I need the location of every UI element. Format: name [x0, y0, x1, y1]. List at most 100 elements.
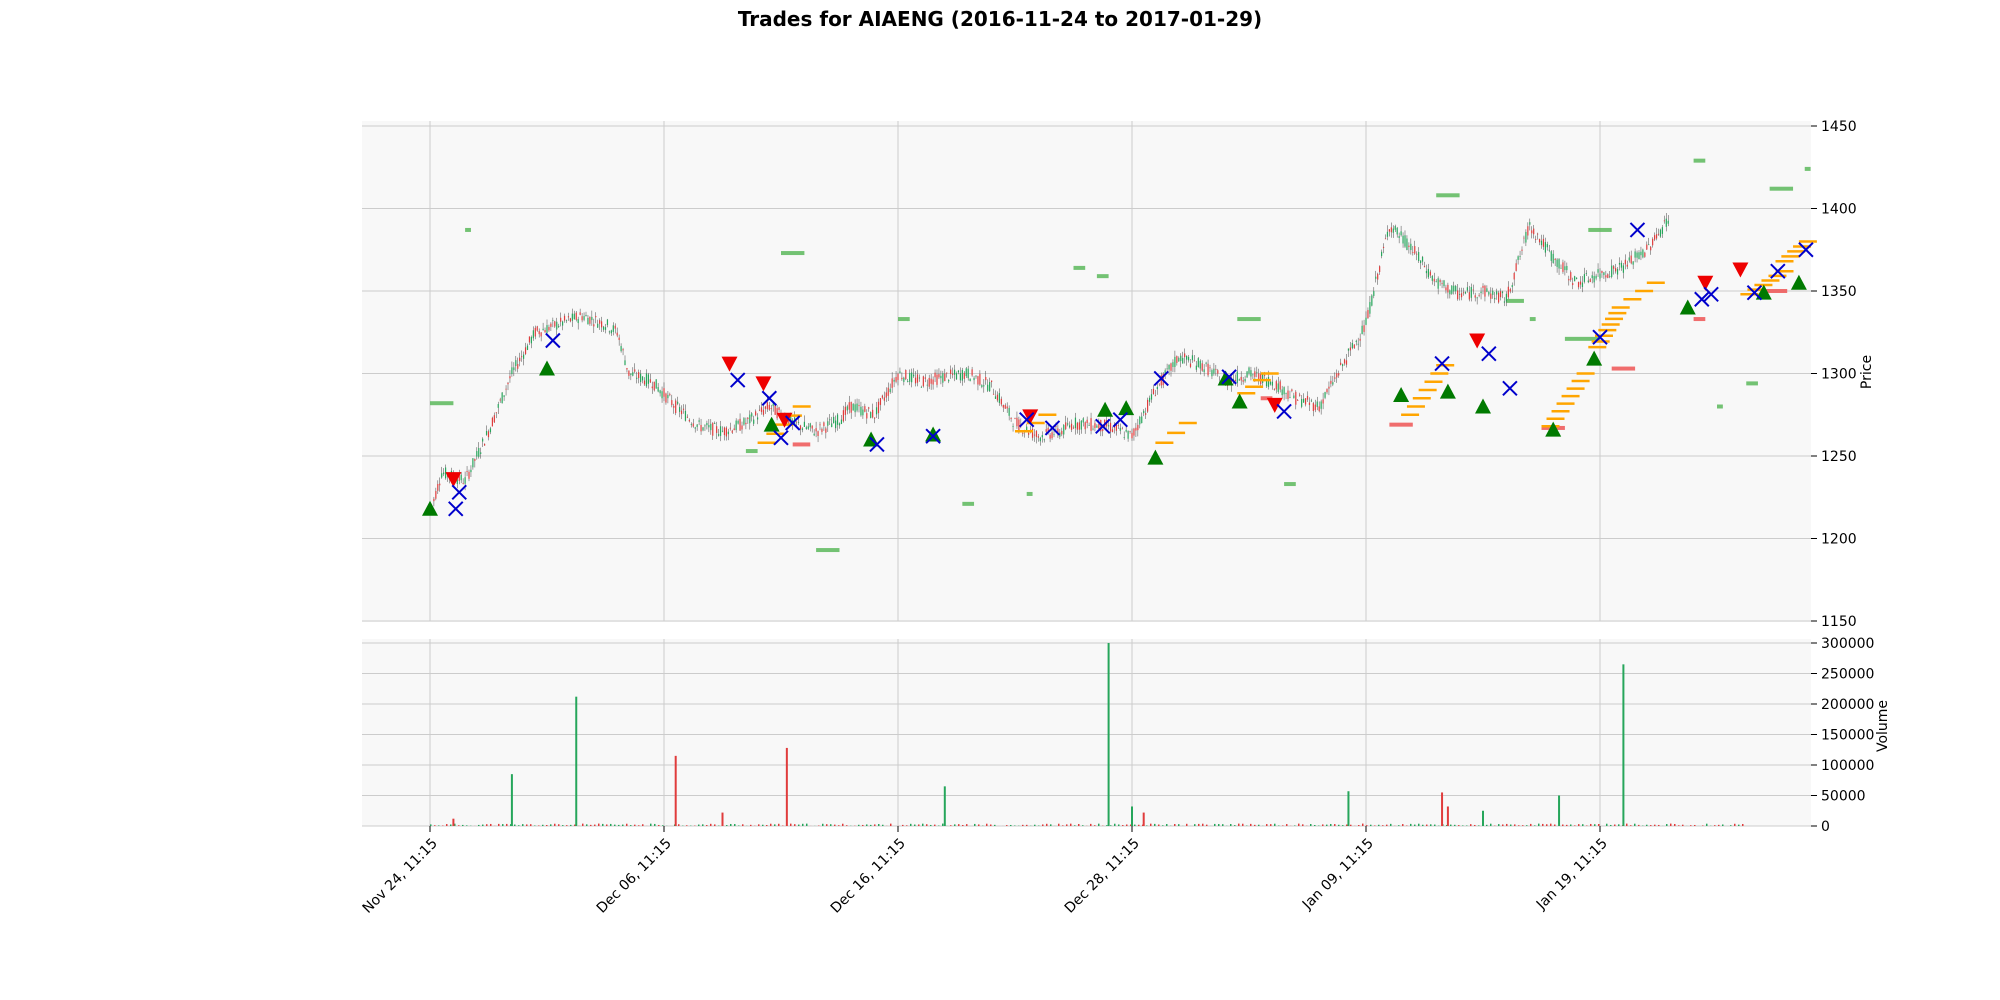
volume-bar: [1218, 824, 1220, 826]
volume-bar: [590, 824, 592, 826]
volume-tick-label: 200000: [1821, 697, 1874, 713]
candle-body: [1094, 423, 1096, 428]
volume-bar: [518, 825, 520, 826]
candle-body: [1589, 279, 1591, 283]
volume-bar: [1230, 824, 1232, 826]
profit-zone: [1237, 317, 1261, 322]
candle-body: [797, 422, 800, 423]
candle-body: [517, 363, 519, 369]
candle-body: [1661, 227, 1663, 234]
buy-marker-icon: [1393, 386, 1410, 402]
candle-body: [721, 430, 724, 432]
candle-body: [1267, 376, 1270, 387]
candle-body: [1328, 386, 1330, 389]
candle-body: [1258, 373, 1260, 380]
volume-bar: [974, 823, 976, 826]
volume-bar: [1650, 825, 1652, 826]
profit-zone: [1096, 274, 1109, 279]
exit-marker-icon: [784, 415, 801, 431]
volume-bar: [1502, 824, 1504, 826]
exit-marker-icon: [925, 428, 941, 444]
candle-body: [1601, 271, 1603, 273]
volume-bar: [1646, 824, 1648, 826]
candle-body: [1338, 373, 1340, 376]
candle-body: [577, 319, 579, 324]
candle-body: [505, 388, 507, 390]
volume-spike-bar: [943, 786, 946, 826]
volume-bar: [1058, 823, 1060, 826]
volume-spike-bar: [721, 812, 724, 826]
candle-body: [926, 384, 928, 386]
candle-body: [523, 354, 525, 359]
volume-bar: [1294, 825, 1296, 826]
candle-body: [1240, 376, 1242, 381]
volume-tick-label: 150000: [1821, 728, 1874, 744]
candle-body: [891, 378, 893, 388]
price-tick-label: 1250: [1821, 449, 1857, 465]
candle-body: [757, 417, 759, 420]
candle-body: [1345, 360, 1348, 365]
candle-body: [788, 418, 790, 425]
candle-body: [548, 326, 550, 331]
volume-bar: [490, 823, 492, 826]
buy-marker-icon: [1545, 421, 1562, 437]
candle-body: [1349, 347, 1351, 351]
volume-bar: [1430, 824, 1432, 826]
candle-body: [971, 369, 973, 376]
candle-body: [916, 374, 919, 383]
date-tick-label: Dec 16, 11:15: [828, 836, 909, 917]
candle-body: [1519, 256, 1521, 257]
buy-marker-icon: [1586, 350, 1603, 366]
volume-bar: [1278, 825, 1280, 826]
volume-bar: [1434, 824, 1436, 826]
candle-body: [770, 408, 772, 410]
volume-bar: [834, 824, 836, 826]
candle-body: [665, 393, 667, 403]
candle-body: [1564, 266, 1566, 271]
candle-body: [1004, 405, 1006, 409]
volume-bar: [710, 823, 712, 826]
volume-bars-layer: [430, 643, 1744, 826]
candle-body: [565, 320, 568, 322]
volume-bar: [730, 823, 732, 826]
candle-body: [1441, 283, 1443, 285]
volume-bar: [1454, 824, 1456, 826]
exit-marker-icon: [1703, 286, 1719, 303]
volume-bar: [514, 824, 516, 826]
volume-bar: [914, 824, 916, 826]
profit-zone: [962, 501, 975, 506]
candle-body: [1593, 276, 1595, 283]
volume-bar: [870, 824, 872, 826]
candle-body: [679, 407, 681, 412]
trade-zones-layer: [430, 158, 1811, 553]
exit-marker-icon: [451, 484, 467, 501]
chart-title: Trades for AIAENG (2016-11-24 to 2017-01…: [738, 7, 1262, 31]
volume-bar: [1338, 824, 1340, 826]
volume-bar: [1074, 825, 1076, 826]
volume-bar: [1378, 824, 1380, 826]
volume-bar: [634, 824, 636, 826]
candle-body: [1014, 418, 1016, 420]
candle-body: [1468, 292, 1470, 300]
candle-body: [751, 413, 753, 417]
candle-body: [1168, 364, 1170, 370]
exit-marker-icon: [1592, 329, 1608, 345]
volume-bar: [1050, 824, 1052, 826]
candle-body: [981, 385, 983, 388]
exit-marker-icon: [448, 501, 464, 517]
candle-body: [989, 382, 991, 392]
volume-bar: [918, 824, 920, 826]
candle-body: [1570, 272, 1572, 280]
volume-bar: [1626, 823, 1628, 826]
candle-body: [1330, 380, 1332, 384]
exit-marker-icon: [1694, 291, 1710, 307]
buy-marker-icon: [925, 426, 942, 442]
candle-body: [1037, 436, 1039, 438]
volume-spike-bar: [1558, 795, 1561, 826]
volume-bar: [1682, 824, 1684, 826]
candle-body: [718, 434, 720, 436]
volume-spike-bar: [1446, 806, 1449, 826]
candle-body: [480, 452, 482, 455]
candle-body: [883, 397, 885, 401]
candle-body: [487, 431, 490, 438]
